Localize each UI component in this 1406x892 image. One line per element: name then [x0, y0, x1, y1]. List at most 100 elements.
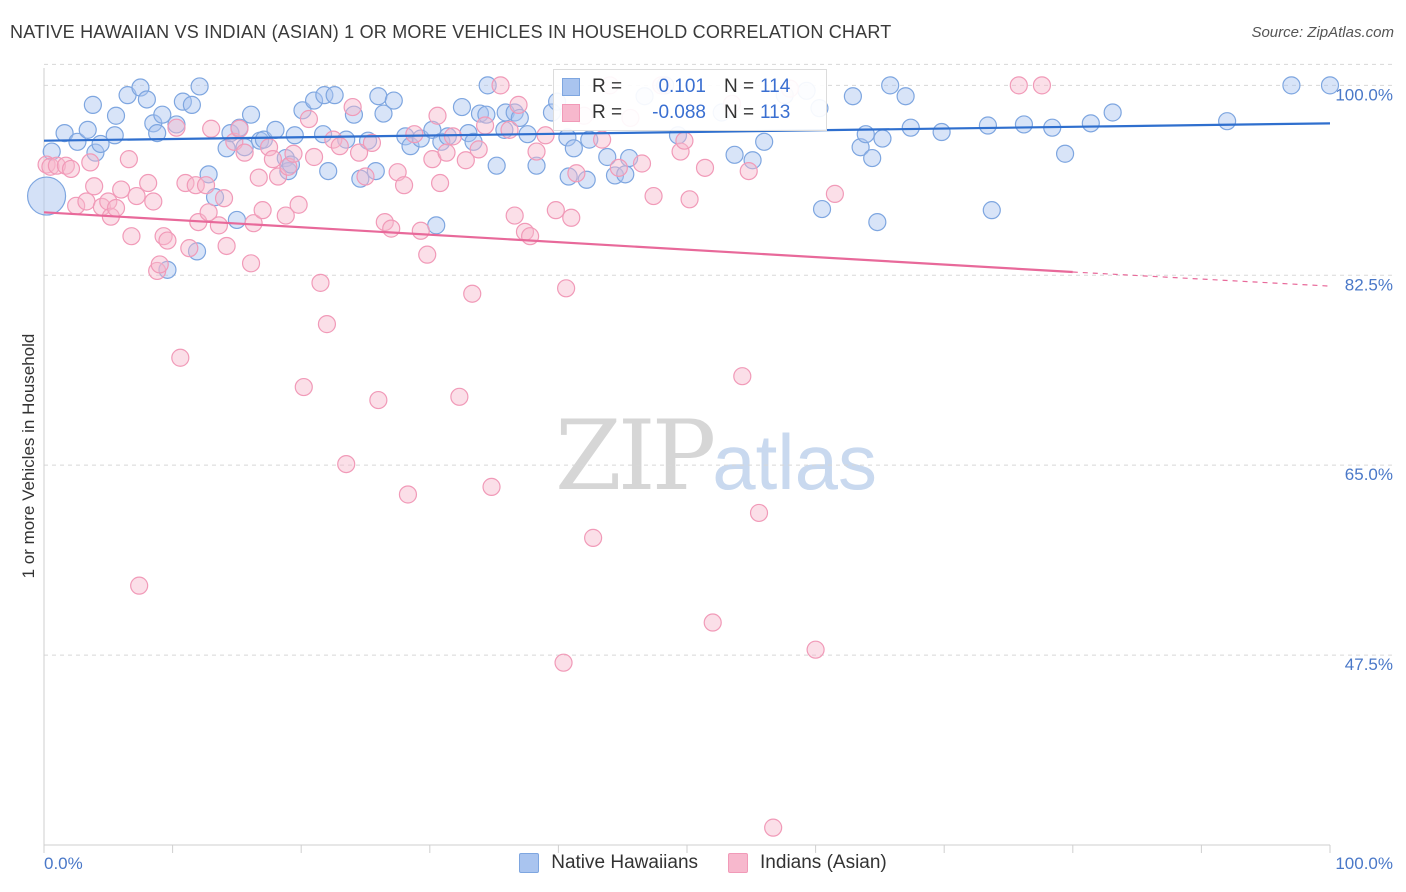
- indian-asian-point: [119, 150, 138, 169]
- indian-asian-point: [196, 176, 216, 195]
- native-hawaiian-point: [598, 147, 617, 167]
- native-hawaiian-point: [285, 126, 304, 145]
- indian-asian-point: [324, 130, 343, 149]
- indian-asian-point: [1009, 76, 1028, 95]
- native-hawaiian-point: [55, 124, 74, 143]
- y-tick-label: 82.5%: [1345, 275, 1393, 294]
- native-hawaiian-point: [190, 77, 209, 96]
- native-hawaiian-point: [1320, 76, 1340, 95]
- y-tick-label: 47.5%: [1345, 655, 1393, 674]
- native-hawaiian-point: [510, 108, 529, 128]
- native-hawaiian-point: [401, 137, 420, 156]
- native-hawaiian-point: [369, 87, 388, 106]
- source-label: Source: ZipAtlas.com: [1251, 24, 1394, 41]
- native-hawaiian-trendline: [43, 122, 1331, 142]
- native-hawaiian-point: [527, 156, 546, 175]
- indian-asian-point: [632, 154, 652, 173]
- native-hawaiian-point: [86, 143, 105, 162]
- native-hawaiian-point: [137, 90, 156, 109]
- indian-asian-point: [482, 477, 501, 496]
- indian-asian-point: [253, 201, 272, 220]
- indian-asian-point: [294, 377, 313, 397]
- watermark-atlas: atlas: [712, 418, 877, 506]
- native-hawaiian-point: [105, 126, 124, 145]
- native-hawaiian-point: [564, 139, 583, 158]
- native-hawaiian-point: [199, 165, 218, 184]
- indian-asian-point: [337, 454, 356, 474]
- native-hawaiian-point: [315, 86, 334, 105]
- indian-asian-point: [230, 119, 249, 138]
- indian-asian-point: [382, 219, 401, 238]
- indian-asian-point: [450, 387, 469, 406]
- indian-asian-point: [825, 184, 844, 203]
- indian-asian-point: [209, 216, 228, 235]
- indian-asian-point: [311, 273, 330, 292]
- native-hawaiian-point: [478, 76, 497, 95]
- native-hawaiian-point: [304, 91, 324, 110]
- indian-asian-trendline: [43, 211, 1073, 274]
- stats-legend: R = 0.101 N = 114 R = -0.088 N = 113: [553, 69, 827, 131]
- x-tick-label: 100.0%: [1335, 854, 1393, 873]
- indian-asian-point: [139, 173, 158, 193]
- native-hawaiian-point: [725, 145, 744, 164]
- native-hawaiian-point: [384, 91, 403, 110]
- native-hawaiian-point: [374, 104, 393, 123]
- indian-asian-point: [644, 186, 663, 206]
- indian-asian-point: [202, 119, 221, 138]
- indian-asian-point: [671, 142, 690, 161]
- legend-row-indians-asian: R = -0.088 N = 113: [562, 100, 790, 126]
- legend-r-value: -0.088: [652, 102, 706, 123]
- indian-asian-point: [214, 189, 234, 208]
- indian-asian-point: [411, 221, 430, 240]
- indian-asian-point: [85, 177, 104, 196]
- native-hawaiian-point: [325, 86, 344, 105]
- chart-title: NATIVE HAWAIIAN VS INDIAN (ASIAN) 1 OR M…: [10, 22, 892, 42]
- native-hawaiian-point: [337, 130, 356, 149]
- indian-asian-point: [375, 212, 394, 232]
- legend-n-label: N =: [724, 102, 755, 123]
- indian-asian-point: [557, 279, 576, 298]
- indian-asian-point: [167, 118, 186, 137]
- indian-asian-point: [703, 613, 722, 632]
- indian-asian-trendline-extension: [1072, 271, 1331, 287]
- native-hawaiian-point: [459, 124, 478, 143]
- native-hawaiian-point: [1282, 76, 1301, 95]
- indian-asian-point: [536, 126, 555, 145]
- indian-asian-point: [443, 127, 463, 146]
- native-hawaiian-point: [1218, 112, 1237, 131]
- legend-swatch-pink: [562, 104, 580, 122]
- indian-asian-point: [144, 192, 163, 211]
- indian-asian-point: [475, 116, 495, 135]
- native-hawaiian-point: [881, 76, 900, 95]
- indian-asian-point: [130, 576, 149, 595]
- native-hawaiian-point: [577, 170, 596, 189]
- indian-asian-point: [171, 348, 190, 367]
- native-hawaiian-point: [227, 210, 246, 230]
- indian-asian-point: [299, 109, 319, 129]
- indian-asian-point: [81, 153, 100, 172]
- indian-asian-point: [593, 130, 612, 149]
- indian-asian-point: [505, 206, 524, 225]
- native-hawaiian-point: [148, 124, 167, 143]
- native-hawaiian-point: [78, 120, 97, 139]
- indian-asian-point: [609, 158, 628, 177]
- native-hawaiian-point: [873, 129, 892, 148]
- native-hawaiian-point: [427, 216, 446, 235]
- native-hawaiian-point: [366, 161, 385, 181]
- native-hawaiian-point: [901, 118, 920, 137]
- native-hawaiian-point: [982, 201, 1001, 220]
- indian-asian-point: [567, 164, 586, 183]
- indian-asian-point: [284, 144, 303, 163]
- native-hawaiian-point: [241, 105, 261, 124]
- indian-asian-point: [263, 150, 283, 169]
- indian-asian-point: [695, 158, 715, 177]
- indian-asian-point: [749, 503, 769, 523]
- indian-asian-point: [764, 818, 783, 837]
- indian-asian-point: [276, 206, 295, 225]
- native-hawaiian-point: [1055, 144, 1075, 163]
- native-hawaiian-point: [978, 116, 998, 135]
- legend-n-label: N =: [724, 76, 755, 97]
- native-hawaiian-point: [755, 132, 774, 151]
- indian-asian-point: [418, 245, 437, 264]
